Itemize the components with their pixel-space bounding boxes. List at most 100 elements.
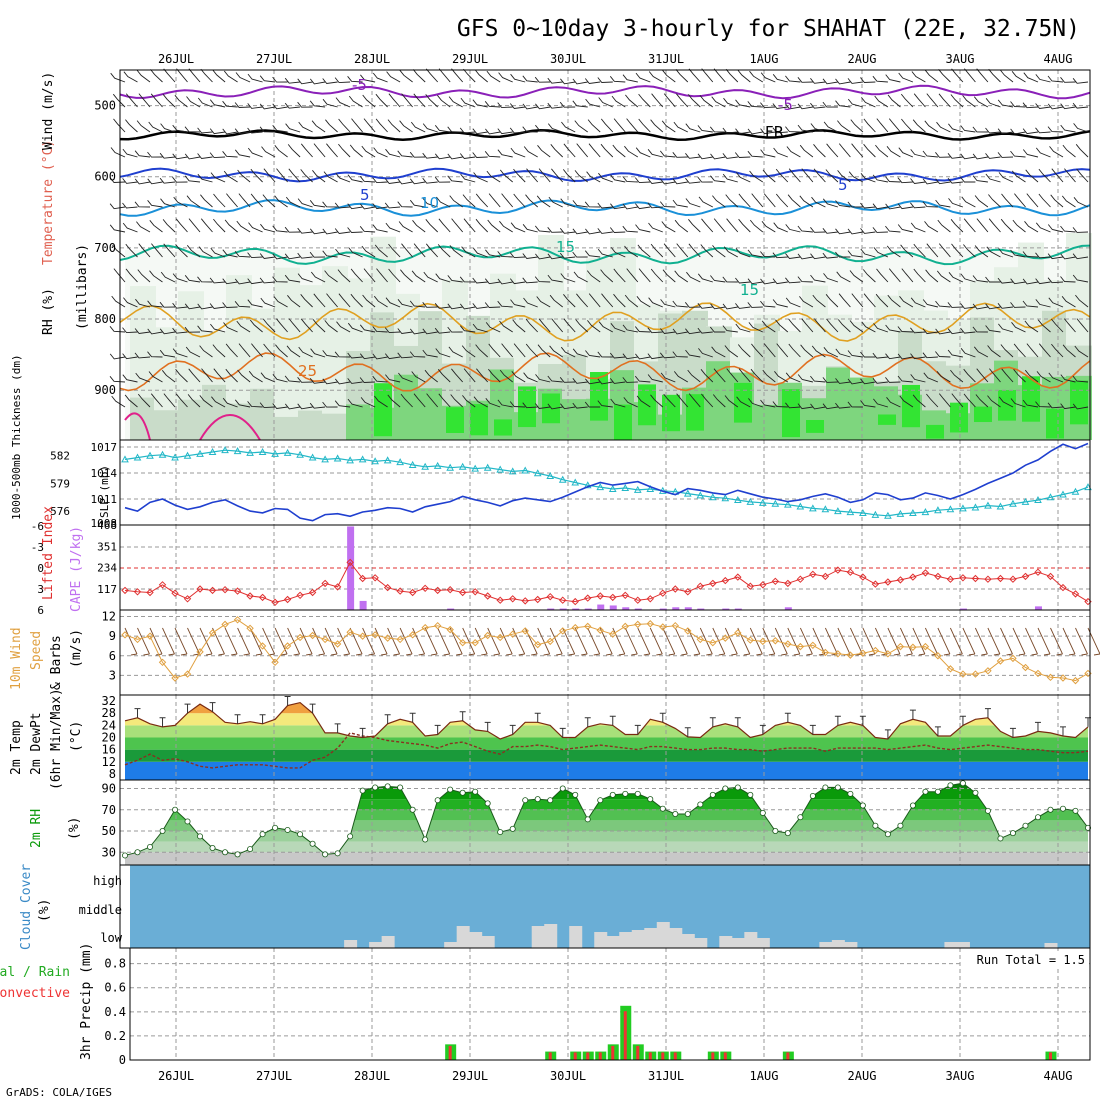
precip-conv-47 bbox=[711, 1052, 715, 1060]
rh-point-29 bbox=[484, 800, 491, 807]
label-wind10: 10m Wind bbox=[9, 627, 24, 690]
temp-max-11 bbox=[259, 714, 266, 724]
thickness-point-32 bbox=[521, 466, 530, 474]
rh-point-48 bbox=[722, 785, 729, 792]
wind-barb-16 bbox=[324, 627, 338, 656]
rh-point-71 bbox=[1009, 830, 1016, 837]
wind-point-37 bbox=[584, 622, 592, 631]
cloud-bar-29 bbox=[481, 936, 495, 948]
wind-barb-8 bbox=[224, 627, 238, 656]
wind-point-34 bbox=[546, 637, 554, 646]
cloud-bar-58 bbox=[844, 942, 858, 948]
top-date-axis: 26JUL 27JUL 28JUL 29JUL 30JUL 31JUL 1AUG 2AUG 3A… bbox=[158, 52, 1073, 66]
temp-max-67 bbox=[959, 715, 966, 726]
rh-band-3 bbox=[125, 820, 1088, 831]
wind-point-35 bbox=[559, 627, 567, 635]
thickness-point-0 bbox=[121, 455, 129, 463]
temp-band-0 bbox=[125, 761, 1088, 780]
thickness-point-5 bbox=[183, 451, 192, 459]
wind-point-0 bbox=[121, 631, 129, 639]
wind-barb-48 bbox=[724, 627, 738, 656]
li-point-55 bbox=[809, 570, 817, 579]
wind-barb-71 bbox=[1012, 627, 1026, 656]
pressure-tick-0: 500 bbox=[94, 99, 116, 113]
rh-point-18 bbox=[347, 833, 354, 840]
wind-barb-56 bbox=[824, 627, 838, 656]
thickness-point-54 bbox=[796, 502, 805, 510]
cloud-bar-27 bbox=[456, 926, 470, 948]
thickness-point-55 bbox=[809, 504, 817, 512]
li-tick-1: -3 bbox=[31, 541, 44, 554]
thickness-point-4 bbox=[171, 453, 179, 461]
cloud-bar-33 bbox=[531, 926, 545, 948]
label-cape: CAPE (J/kg) bbox=[69, 526, 84, 612]
rh-point-26 bbox=[447, 786, 454, 793]
li-point-36 bbox=[571, 597, 579, 606]
wind-barb-34 bbox=[549, 627, 563, 656]
thickness-point-6 bbox=[196, 449, 204, 457]
temp-line bbox=[124, 701, 1089, 740]
wind-point-12 bbox=[271, 658, 279, 667]
rh-point-20 bbox=[372, 784, 379, 791]
cape-bar-40 bbox=[622, 607, 630, 610]
wind-point-51 bbox=[759, 637, 767, 646]
cape-bar-34 bbox=[547, 608, 555, 610]
cape-bar-49 bbox=[734, 608, 742, 610]
date-bottom-3: 29JUL bbox=[452, 1069, 488, 1083]
wind-barb-74 bbox=[1050, 627, 1063, 656]
cloud-bar-43 bbox=[656, 922, 670, 948]
thickness-point-49 bbox=[733, 496, 742, 504]
label-slp: SLP (mb) bbox=[98, 465, 111, 518]
li-point-39 bbox=[609, 593, 617, 602]
thickness-point-38 bbox=[596, 483, 605, 491]
cape-bar-48 bbox=[722, 608, 730, 610]
cloud-level-high: high bbox=[93, 874, 122, 888]
rh-point-54 bbox=[797, 814, 804, 821]
li-point-31 bbox=[508, 595, 517, 603]
thickness-point-50 bbox=[746, 497, 755, 505]
date-bottom-8: 3AUG bbox=[946, 1069, 975, 1083]
label-cloud-units: (%) bbox=[37, 899, 52, 922]
wind-barb-21 bbox=[387, 627, 401, 656]
thickness-point-51 bbox=[758, 498, 767, 506]
label-thickness: 1000-500mb Thickness (dm) bbox=[10, 354, 23, 520]
run-total: Run Total = 1.5 bbox=[977, 953, 1085, 967]
label-total-rain: Total / Rain bbox=[0, 965, 70, 980]
wind-point-26 bbox=[446, 625, 454, 634]
wind-point-72 bbox=[1021, 663, 1030, 672]
contour-30 bbox=[124, 412, 261, 441]
cape-tick-1: 351 bbox=[97, 540, 117, 553]
pressure-tick-3: 800 bbox=[94, 312, 116, 326]
cloud-bar-28 bbox=[469, 932, 483, 948]
temp-max-75 bbox=[1059, 726, 1066, 736]
thickness-tick-0: 582 bbox=[50, 450, 70, 463]
wind-point-4 bbox=[171, 674, 179, 682]
wind-barb-66 bbox=[949, 627, 963, 656]
temp-max-47 bbox=[709, 717, 716, 727]
wind-point-8 bbox=[221, 620, 229, 629]
thickness-point-40 bbox=[621, 483, 630, 492]
wind-barb-52 bbox=[774, 627, 788, 656]
date-bottom-5: 31JUL bbox=[648, 1069, 684, 1083]
wind10-panel: 12 9 6 3 bbox=[102, 609, 1100, 696]
wind-point-67 bbox=[959, 670, 967, 678]
wind-point-5 bbox=[183, 670, 192, 678]
li-point-34 bbox=[546, 592, 554, 601]
rh-point-67 bbox=[959, 780, 966, 787]
temp-max-5 bbox=[184, 703, 191, 714]
precip-conv-44 bbox=[673, 1052, 677, 1060]
wind-barb-75 bbox=[1062, 627, 1076, 656]
wind-barb-22 bbox=[399, 627, 413, 656]
rh-point-65 bbox=[934, 788, 941, 795]
rh-point-55 bbox=[809, 792, 816, 799]
slp-thickness-panel: 582 579 576 1017 1014 1011 1008 bbox=[50, 439, 1092, 530]
li-point-10 bbox=[246, 592, 254, 600]
wind-point-17 bbox=[333, 640, 342, 648]
label-rh-units: (%) bbox=[67, 817, 82, 840]
rh-point-51 bbox=[759, 809, 766, 816]
slp-tick-1: 1014 bbox=[91, 467, 118, 480]
wind-point-14 bbox=[296, 633, 304, 642]
rh-point-72 bbox=[1022, 822, 1029, 829]
li-point-49 bbox=[734, 573, 742, 581]
rh-point-43 bbox=[659, 805, 666, 812]
